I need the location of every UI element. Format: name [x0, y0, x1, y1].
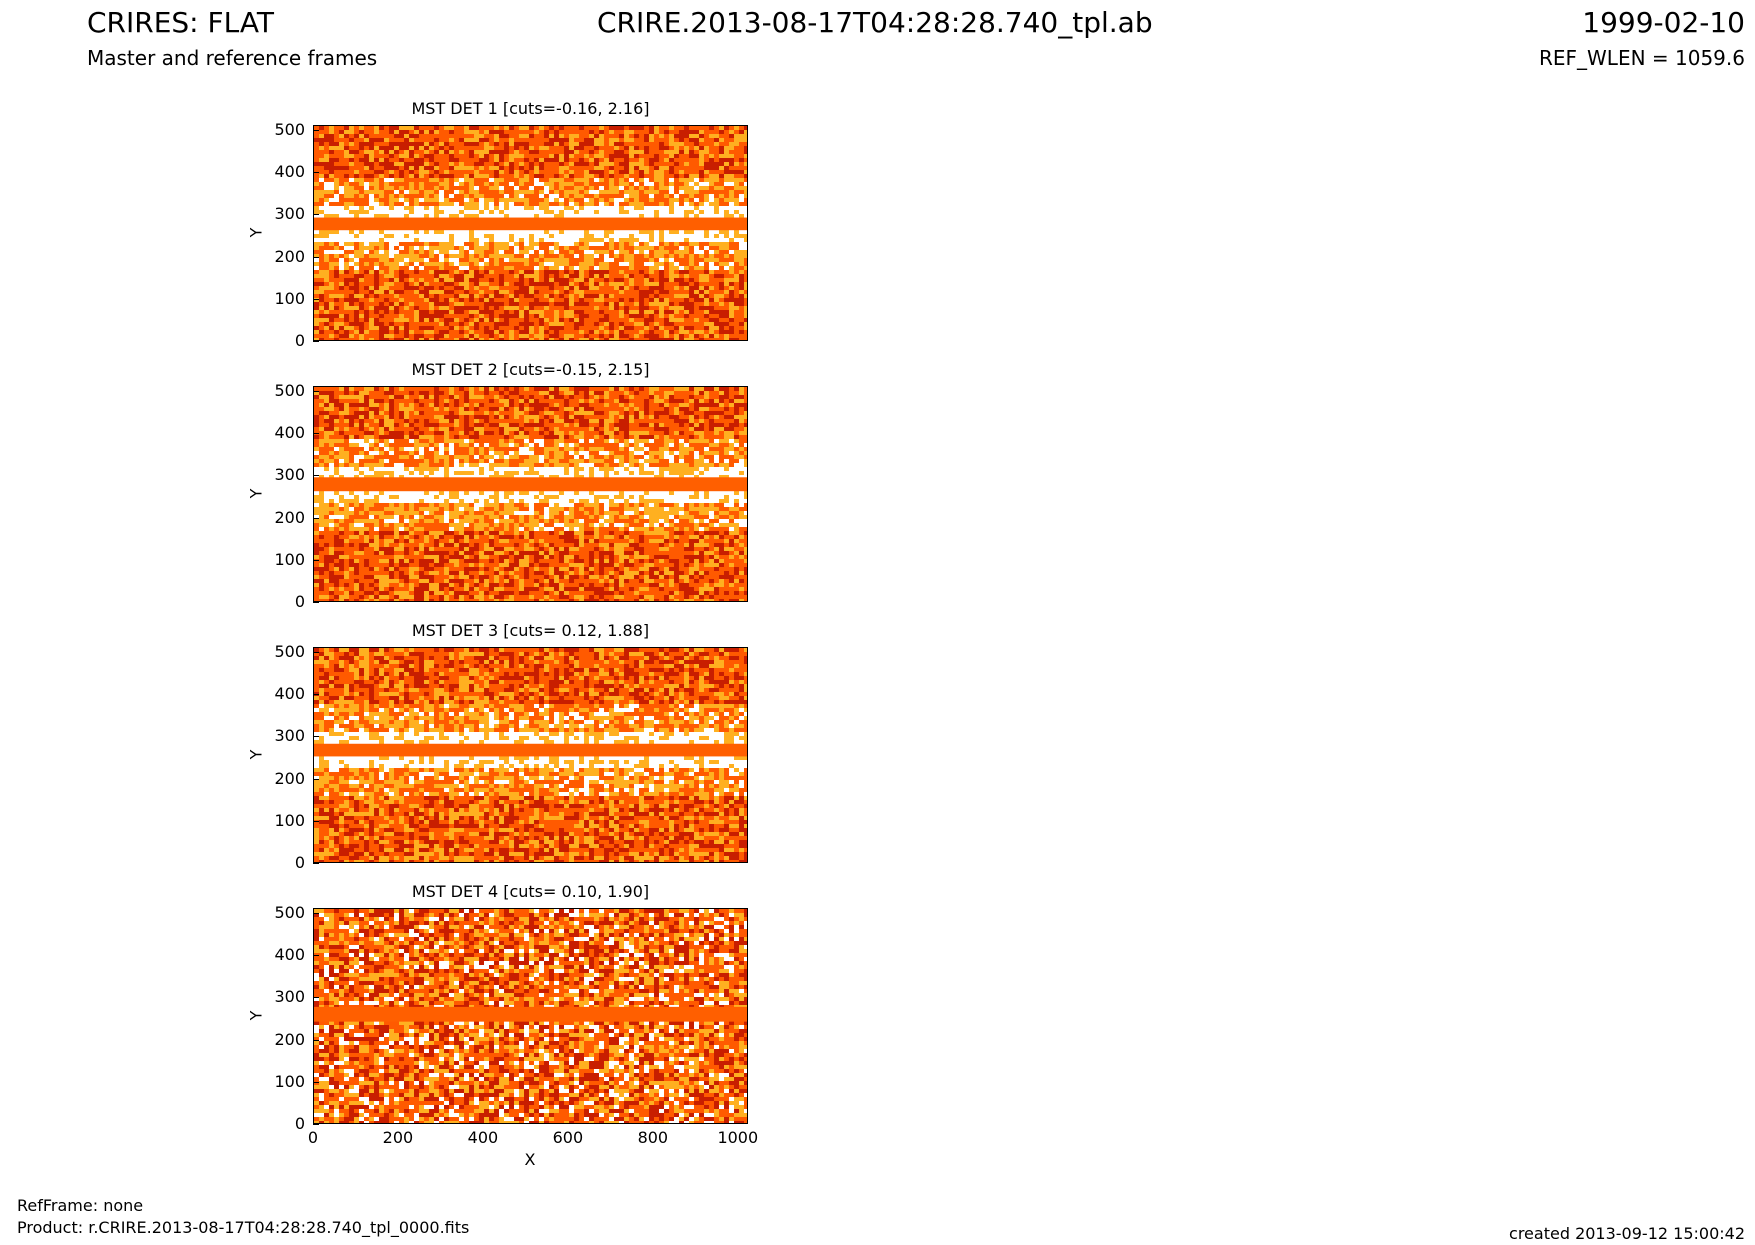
- y-tick-label: 500: [274, 642, 305, 662]
- y-tick-label: 500: [274, 381, 305, 401]
- y-tick-mark: [313, 602, 319, 603]
- heatmap-svg: [314, 126, 747, 340]
- y-tick-mark: [313, 172, 319, 174]
- y-tick-mark: [313, 913, 319, 915]
- y-tick-label: 500: [274, 903, 305, 923]
- left-subtitle: Master and reference frames: [87, 46, 378, 70]
- order-band: [314, 1006, 747, 1022]
- panel-title-1: MST DET 1 [cuts=-0.16, 2.16]: [411, 99, 650, 118]
- order-band: [314, 743, 747, 757]
- y-tick-mark: [313, 475, 319, 477]
- heatmap-image: [313, 647, 748, 863]
- y-tick-mark: [313, 214, 319, 216]
- y-axis-label: Y: [246, 227, 266, 238]
- y-tick-label: 300: [274, 987, 305, 1007]
- y-tick-label: 200: [274, 507, 305, 527]
- ref-frame-text: RefFrame: none: [17, 1196, 144, 1215]
- y-tick-mark: [313, 997, 319, 999]
- y-tick-label: 400: [274, 684, 305, 704]
- y-tick-mark: [313, 778, 319, 780]
- x-tick-label: 1000: [717, 1128, 759, 1147]
- y-tick-label: 0: [294, 1114, 305, 1133]
- panel-title-4: MST DET 4 [cuts= 0.10, 1.90]: [411, 882, 650, 901]
- y-tick-label: 300: [274, 726, 305, 746]
- y-tick-mark: [313, 863, 319, 864]
- y-tick-mark: [313, 433, 319, 435]
- y-tick-label: 100: [274, 549, 305, 569]
- heatmap-image: [313, 908, 748, 1124]
- y-tick-mark: [313, 1081, 319, 1083]
- y-tick-mark: [313, 694, 319, 696]
- x-tick-label: 800: [637, 1128, 669, 1147]
- y-tick-label: 0: [294, 853, 305, 872]
- y-tick-label: 300: [274, 204, 305, 224]
- y-tick-mark: [313, 391, 319, 393]
- y-tick-mark: [313, 955, 319, 957]
- heatmap-image: [313, 125, 748, 341]
- y-tick-label: 100: [274, 288, 305, 308]
- y-axis-label: Y: [246, 1010, 266, 1021]
- center-title: CRIRE.2013-08-17T04:28:28.740_tpl.ab: [597, 6, 1153, 39]
- product-text: Product: r.CRIRE.2013-08-17T04:28:28.740…: [17, 1218, 470, 1237]
- heatmap-image: [313, 386, 748, 602]
- heatmap-svg: [314, 909, 747, 1123]
- heatmap-panel-4: 0 100 200 300 400 500 Y 0 200 400 600 800 1000 X: [246, 903, 758, 1169]
- right-title: 1999-02-10: [1582, 6, 1745, 39]
- y-tick-mark: [313, 130, 319, 132]
- y-tick-label: 200: [274, 1029, 305, 1049]
- heatmap-panel-2: 0 100 200 300 400 500 Y: [246, 381, 748, 611]
- x-tick-label: 600: [552, 1128, 584, 1147]
- y-tick-mark: [313, 517, 319, 519]
- panel-title-3: MST DET 3 [cuts= 0.12, 1.88]: [411, 621, 650, 640]
- y-tick-mark: [313, 341, 319, 342]
- heatmap-panel-3: 0 100 200 300 400 500 Y: [246, 642, 748, 872]
- y-tick-mark: [313, 652, 319, 654]
- x-axis-label: X: [524, 1150, 536, 1169]
- y-axis-label: Y: [246, 488, 266, 499]
- y-tick-label: 0: [294, 331, 305, 350]
- y-tick-label: 300: [274, 465, 305, 485]
- y-tick-label: 400: [274, 945, 305, 965]
- y-tick-label: 100: [274, 1071, 305, 1091]
- y-tick-mark: [313, 1124, 319, 1125]
- y-tick-mark: [313, 559, 319, 561]
- left-title: CRIRES: FLAT: [87, 6, 274, 39]
- x-tick-label: 0: [307, 1128, 319, 1147]
- heatmap-svg: [314, 387, 747, 601]
- order-band: [314, 217, 747, 231]
- heatmap-svg: [314, 648, 747, 862]
- order-band: [314, 477, 747, 492]
- y-tick-mark: [313, 298, 319, 300]
- panel-title-2: MST DET 2 [cuts=-0.15, 2.15]: [411, 360, 650, 379]
- y-tick-label: 400: [274, 423, 305, 443]
- created-text: created 2013-09-12 15:00:42: [1509, 1224, 1745, 1243]
- y-tick-mark: [313, 256, 319, 258]
- y-tick-label: 200: [274, 246, 305, 266]
- heatmap-panel-1: 0 100 200 300 400 500 Y: [246, 120, 748, 350]
- y-tick-mark: [313, 1039, 319, 1041]
- y-tick-label: 0: [294, 592, 305, 611]
- x-tick-label: 200: [382, 1128, 414, 1147]
- right-subtitle: REF_WLEN = 1059.6: [1538, 46, 1745, 70]
- y-tick-label: 100: [274, 810, 305, 830]
- y-axis-label: Y: [246, 749, 266, 760]
- y-tick-label: 400: [274, 162, 305, 182]
- y-tick-label: 500: [274, 120, 305, 140]
- y-tick-mark: [313, 736, 319, 738]
- y-tick-label: 200: [274, 768, 305, 788]
- x-tick-label: 400: [467, 1128, 499, 1147]
- y-tick-mark: [313, 820, 319, 822]
